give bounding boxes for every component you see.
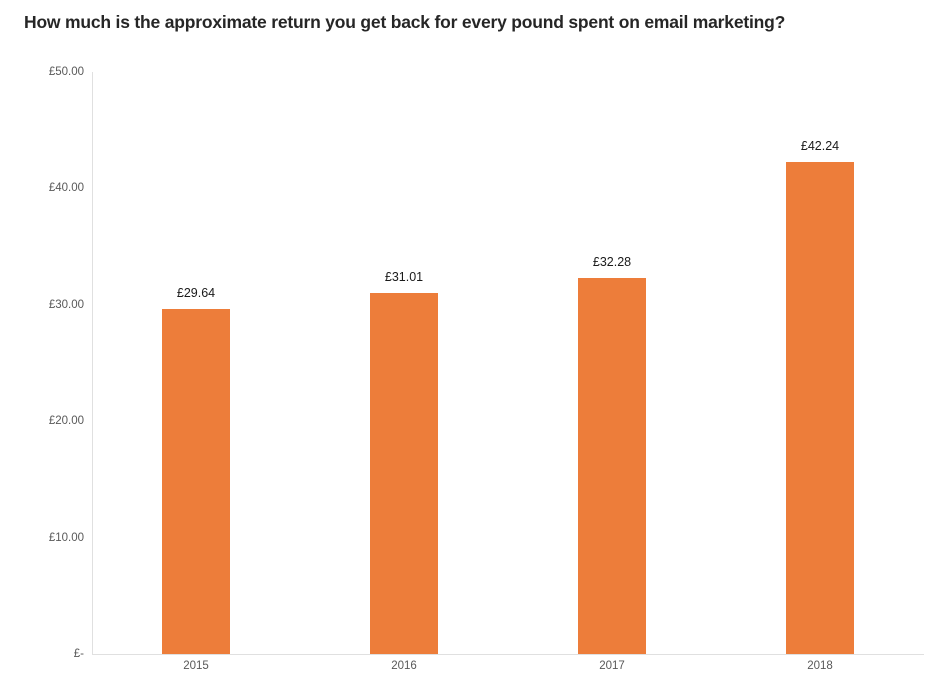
y-axis-tick-label: £40.00 bbox=[48, 182, 84, 195]
bar-value-label-2015: £29.64 bbox=[176, 285, 216, 300]
y-axis-tick-label: £20.00 bbox=[48, 415, 84, 428]
y-axis-tick-label: £10.00 bbox=[48, 531, 84, 544]
bar-2015[interactable] bbox=[162, 309, 230, 654]
chart-title: How much is the approximate return you g… bbox=[24, 12, 786, 32]
bar-value-label-2018: £42.24 bbox=[800, 139, 840, 154]
bar-2016[interactable] bbox=[370, 293, 438, 654]
bar-value-label-2017: £32.28 bbox=[592, 255, 632, 270]
x-axis-tick-label-2018: 2018 bbox=[807, 660, 833, 672]
x-axis-tick-label-2017: 2017 bbox=[599, 660, 625, 672]
y-axis-tick-label: £30.00 bbox=[48, 298, 84, 311]
x-axis-tick-label-2016: 2016 bbox=[391, 660, 417, 672]
x-axis-line bbox=[92, 654, 924, 655]
bar-2018[interactable] bbox=[786, 162, 854, 654]
y-axis-tick-labels: £- £10.00 £20.00 £30.00 £40.00 £50.00 bbox=[0, 0, 84, 689]
bar-value-label-2016: £31.01 bbox=[384, 270, 424, 285]
bars-layer bbox=[92, 72, 924, 654]
y-axis-tick-label: £- bbox=[73, 648, 84, 660]
bar-2017[interactable] bbox=[578, 278, 646, 654]
y-axis-tick-label: £50.00 bbox=[48, 66, 84, 78]
x-axis-tick-label-2015: 2015 bbox=[183, 660, 209, 672]
y-axis-line bbox=[92, 72, 93, 654]
